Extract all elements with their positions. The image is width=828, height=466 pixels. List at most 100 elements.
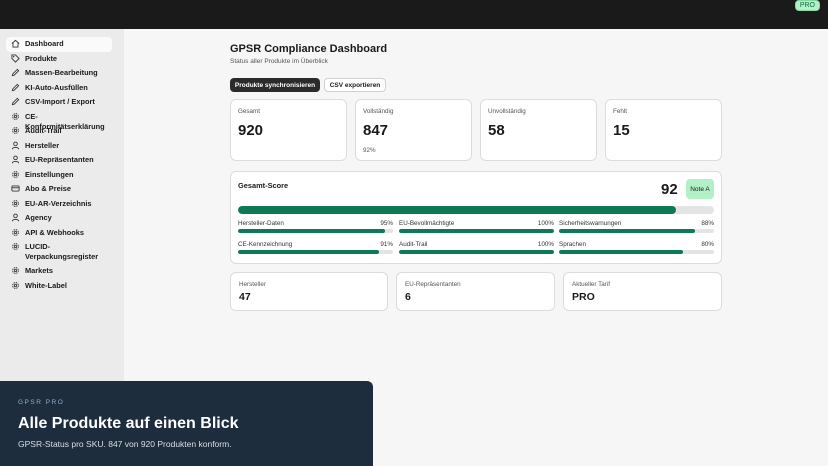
metric-progress-bar (399, 250, 554, 254)
sidebar-item-audit-trail[interactable]: Audit-Trail (6, 124, 112, 139)
stat-percent: 92% (363, 147, 376, 154)
metric-progress-fill (559, 250, 683, 254)
metric-progress-fill (238, 229, 386, 233)
sidebar-item-lucid-verpackungsregister[interactable]: LUCID-Verpackungsregister (6, 240, 112, 264)
sidebar-item-label: EU-Repräsentanten (25, 155, 94, 164)
promo-title: Alle Produkte auf einen Blick (18, 415, 239, 432)
sidebar-item-white-label[interactable]: White-Label (6, 279, 112, 294)
score-metric: Hersteller-Daten 95% (238, 220, 393, 233)
metric-progress-fill (238, 250, 380, 254)
page-title: GPSR Compliance Dashboard (230, 43, 388, 55)
stat-label: Unvollständig (488, 108, 526, 115)
sync-products-button[interactable]: Produkte synchronisieren (230, 78, 320, 92)
metric-value: 80% (701, 241, 714, 248)
metric-label: Hersteller-Daten (238, 220, 284, 227)
metric-progress-fill (399, 250, 554, 254)
score-value: 92 (661, 181, 678, 198)
gear-icon (11, 228, 20, 237)
metric-value: 100% (537, 220, 554, 227)
gear-icon (11, 266, 20, 275)
info-label: EU-Repräsentanten (405, 281, 461, 288)
sidebar-item-produkte[interactable]: Produkte (6, 52, 112, 67)
sidebar-item-label: Audit-Trail (25, 126, 62, 135)
export-csv-button[interactable]: CSV exportieren (324, 78, 386, 92)
sidebar-item-hersteller[interactable]: Hersteller (6, 139, 112, 154)
sidebar-item-label: White-Label (25, 280, 67, 290)
sidebar-item-eu-ar-verzeichnis[interactable]: EU-AR-Verzeichnis (6, 197, 112, 212)
metric-progress-fill (559, 229, 696, 233)
gear-icon (11, 199, 20, 208)
sidebar-item-label: Einstellungen (25, 169, 74, 179)
sidebar-item-label: Markets (25, 266, 53, 275)
stat-card-total: Gesamt 920 (230, 99, 347, 161)
metric-value: 95% (380, 220, 393, 227)
stat-value: 58 (488, 122, 505, 139)
metric-label: CE-Kennzeichnung (238, 241, 293, 248)
sidebar-item-einstellungen[interactable]: Einstellungen (6, 168, 112, 183)
info-card-plan: Aktueller Tarif PRO (563, 272, 722, 311)
info-card-manufacturers: Hersteller 47 (230, 272, 388, 311)
stat-label: Gesamt (238, 108, 261, 115)
gear-icon (11, 126, 20, 135)
score-metric: Sicherheitswarnungen 88% (559, 220, 714, 233)
stat-label: Vollständig (363, 108, 394, 115)
stat-value: 15 (613, 122, 630, 139)
sidebar-item-dashboard[interactable]: Dashboard (6, 37, 112, 52)
stat-card-incomplete: Unvollständig 58 (480, 99, 597, 161)
info-card-eu-reps: EU-Repräsentanten 6 (396, 272, 555, 311)
sidebar-item-ki-auto-ausfüllen[interactable]: KI-Auto-Ausfüllen (6, 81, 112, 96)
top-bar: PRO (0, 0, 828, 29)
plan-badge: PRO (794, 0, 820, 11)
info-value: 6 (405, 291, 411, 303)
sidebar-item-csv-import-export[interactable]: CSV-Import / Export (6, 95, 112, 110)
metric-progress-bar (238, 250, 393, 254)
info-label: Aktueller Tarif (572, 281, 611, 288)
metric-value: 91% (380, 241, 393, 248)
gear-icon (11, 112, 20, 121)
metric-progress-bar (238, 229, 393, 233)
metric-label: Audit-Trail (399, 241, 428, 248)
metric-progress-bar (559, 229, 714, 233)
sidebar-item-label: CE-Konformitätserklärung (25, 111, 105, 131)
metric-value: 100% (537, 241, 554, 248)
sidebar-item-ce-konformitätserklärung[interactable]: CE-Konformitätserklärung (6, 110, 112, 131)
gear-icon (11, 242, 20, 251)
page-subtitle: Status aller Produkte im Überblick (230, 58, 328, 65)
metric-value: 88% (701, 220, 714, 227)
sidebar-item-eu-repräsentanten[interactable]: EU-Repräsentanten (6, 153, 112, 168)
info-value: 47 (239, 291, 251, 303)
sidebar-item-label: KI-Auto-Ausfüllen (25, 82, 88, 92)
pencil-icon (11, 68, 20, 77)
card-icon (11, 184, 20, 193)
metric-label: EU-Bevollmächtigte (399, 220, 455, 227)
sidebar-item-label: Dashboard (25, 39, 64, 48)
sidebar-item-label: Massen-Bearbeitung (25, 68, 98, 77)
person-icon (11, 155, 20, 164)
score-metric: CE-Kennzeichnung 91% (238, 241, 393, 254)
stat-label: Fehlt (613, 108, 627, 115)
score-progress-fill (238, 206, 676, 214)
stat-card-complete: Vollständig 847 92% (355, 99, 472, 161)
sidebar-item-agency[interactable]: Agency (6, 211, 112, 226)
score-card: Gesamt-Score 92 Note A Hersteller-Daten 9… (230, 171, 722, 264)
metric-progress-bar (559, 250, 714, 254)
pencil-icon (11, 83, 20, 92)
sidebar-item-massen-bearbeitung[interactable]: Massen-Bearbeitung (6, 66, 112, 81)
sidebar-item-abo-preise[interactable]: Abo & Preise (6, 182, 112, 197)
sidebar-item-label: LUCID-Verpackungsregister (25, 242, 99, 261)
sidebar-item-label: CSV-Import / Export (25, 97, 95, 106)
grade-badge: Note A (686, 179, 714, 199)
person-icon (11, 141, 20, 150)
stat-value: 847 (363, 122, 389, 139)
score-metric: Sprachen 80% (559, 241, 714, 254)
sidebar-item-api-webhooks[interactable]: API & Webhooks (6, 226, 112, 241)
promo-banner: GPSR PRO Alle Produkte auf einen Blick G… (0, 381, 373, 466)
score-metric: Audit-Trail 100% (399, 241, 554, 254)
score-title: Gesamt-Score (238, 181, 289, 190)
sidebar-item-label: Hersteller (25, 140, 60, 150)
home-icon (11, 39, 20, 48)
sidebar-item-markets[interactable]: Markets (6, 264, 112, 279)
promo-text: GPSR-Status pro SKU. 847 von 920 Produkt… (18, 439, 232, 449)
sidebar-item-label: EU-AR-Verzeichnis (25, 198, 92, 208)
stat-card-missing: Fehlt 15 (605, 99, 722, 161)
